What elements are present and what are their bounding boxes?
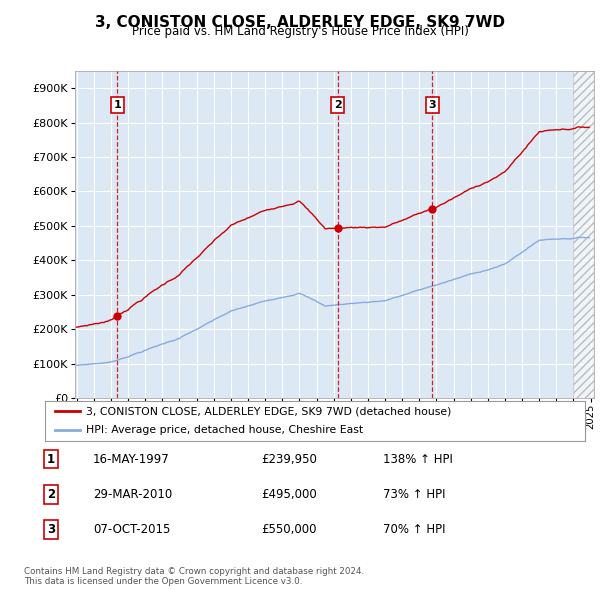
Text: £550,000: £550,000 [261, 523, 317, 536]
Text: 16-MAY-1997: 16-MAY-1997 [93, 453, 170, 466]
Text: 2: 2 [47, 488, 55, 501]
Text: 29-MAR-2010: 29-MAR-2010 [93, 488, 172, 501]
Text: 3, CONISTON CLOSE, ALDERLEY EDGE, SK9 7WD (detached house): 3, CONISTON CLOSE, ALDERLEY EDGE, SK9 7W… [86, 406, 451, 416]
Text: 138% ↑ HPI: 138% ↑ HPI [383, 453, 452, 466]
Text: £495,000: £495,000 [261, 488, 317, 501]
Text: 1: 1 [113, 100, 121, 110]
Text: 73% ↑ HPI: 73% ↑ HPI [383, 488, 445, 501]
Text: £239,950: £239,950 [261, 453, 317, 466]
Bar [574, 71, 596, 398]
Text: 07-OCT-2015: 07-OCT-2015 [93, 523, 170, 536]
Text: HPI: Average price, detached house, Cheshire East: HPI: Average price, detached house, Ches… [86, 425, 362, 435]
Text: 1: 1 [47, 453, 55, 466]
Text: 3: 3 [428, 100, 436, 110]
Text: This data is licensed under the Open Government Licence v3.0.: This data is licensed under the Open Gov… [24, 577, 302, 586]
Bar [574, 71, 596, 398]
Text: 70% ↑ HPI: 70% ↑ HPI [383, 523, 445, 536]
Text: 3, CONISTON CLOSE, ALDERLEY EDGE, SK9 7WD: 3, CONISTON CLOSE, ALDERLEY EDGE, SK9 7W… [95, 15, 505, 30]
Text: Price paid vs. HM Land Registry's House Price Index (HPI): Price paid vs. HM Land Registry's House … [131, 25, 469, 38]
Text: 2: 2 [334, 100, 341, 110]
Text: Contains HM Land Registry data © Crown copyright and database right 2024.: Contains HM Land Registry data © Crown c… [24, 567, 364, 576]
Text: 3: 3 [47, 523, 55, 536]
